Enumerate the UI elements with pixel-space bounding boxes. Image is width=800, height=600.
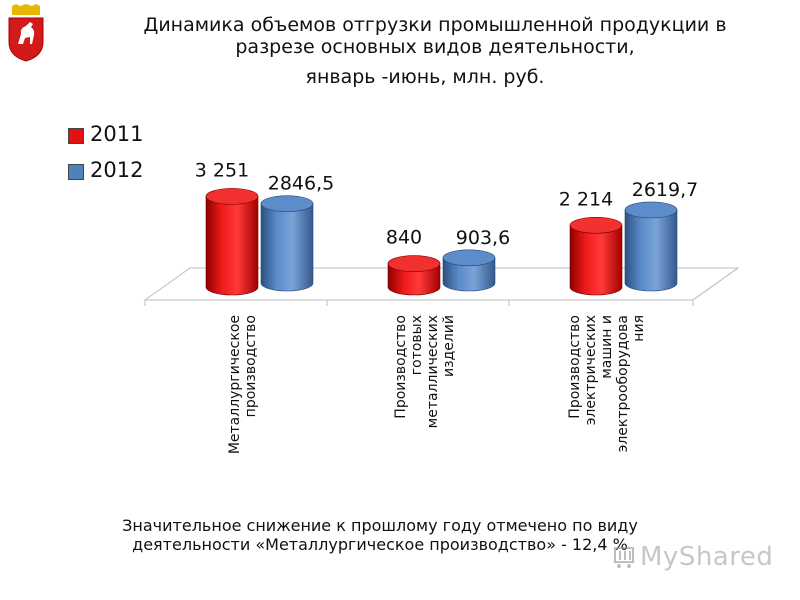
category-dividers (144, 300, 694, 306)
value-label-2012-cat3: 2619,7 (632, 179, 698, 201)
category-label-1-line2: производство (243, 315, 259, 417)
legend-label-2012: 2012 (90, 158, 144, 182)
watermark: MyShared (612, 540, 774, 572)
value-labels: 3 251 2846,5 840 903,6 2 214 2619,7 (195, 159, 698, 248)
category-label-1-line1: Металлургическое (227, 315, 243, 454)
coat-of-arms-icon (8, 4, 44, 62)
bar-2012-cat1 (260, 195, 314, 292)
category-label-3-line2: электрических (583, 315, 599, 425)
bar-2011-cat3 (569, 216, 623, 296)
chart-title-line3: январь -июнь, млн. руб. (305, 66, 545, 88)
bar-2012-cat2 (442, 249, 496, 292)
category-label-3-line1: Производство (567, 315, 583, 419)
category-label-3: Производство электрических машин и электроо… (567, 315, 647, 452)
value-label-2012-cat1: 2846,5 (268, 173, 334, 195)
cart-icon (614, 547, 634, 568)
legend-item-2012: 2012 (68, 158, 188, 188)
value-label-2011-cat2: 840 (386, 227, 422, 249)
bar-2012-cat3 (624, 201, 678, 292)
category-label-2-line3: металлических (425, 315, 441, 428)
legend-swatch-2011 (68, 128, 84, 144)
bars (205, 188, 678, 296)
chart-title-line1: Динамика объемов отгрузки промышленной п… (143, 14, 727, 36)
category-label-3-line5: ния (631, 315, 647, 342)
category-label-3-line3: машин и (599, 315, 615, 379)
legend-item-2011: 2011 (68, 122, 188, 152)
legend-swatch-2012 (68, 164, 84, 180)
chart-title-line2: разрезе основных видов деятельности, (235, 36, 635, 58)
bar-2011-cat2 (387, 255, 441, 296)
category-label-2-line2: готовых (409, 315, 425, 375)
category-label-2-line1: Производство (393, 315, 409, 419)
value-label-2012-cat2: 903,6 (456, 227, 510, 249)
category-label-2-line4: изделий (441, 315, 457, 377)
category-label-1: Металлургическое производство (227, 315, 259, 454)
watermark-text: MyShared (640, 542, 774, 572)
footnote-line2: деятельности «Металлургическое производс… (132, 535, 628, 554)
category-labels: Металлургическое производство Производство… (227, 315, 647, 454)
value-label-2011-cat3: 2 214 (559, 188, 613, 210)
bar-2011-cat1 (205, 188, 259, 296)
footnote-line1: Значительное снижение к прошлому году от… (122, 516, 638, 535)
legend-label-2011: 2011 (90, 122, 144, 146)
category-label-3-line4: электрооборудова (615, 315, 631, 452)
category-label-2: Производство готовых металлических изделий (393, 315, 457, 428)
value-label-2011-cat1: 3 251 (195, 159, 249, 181)
